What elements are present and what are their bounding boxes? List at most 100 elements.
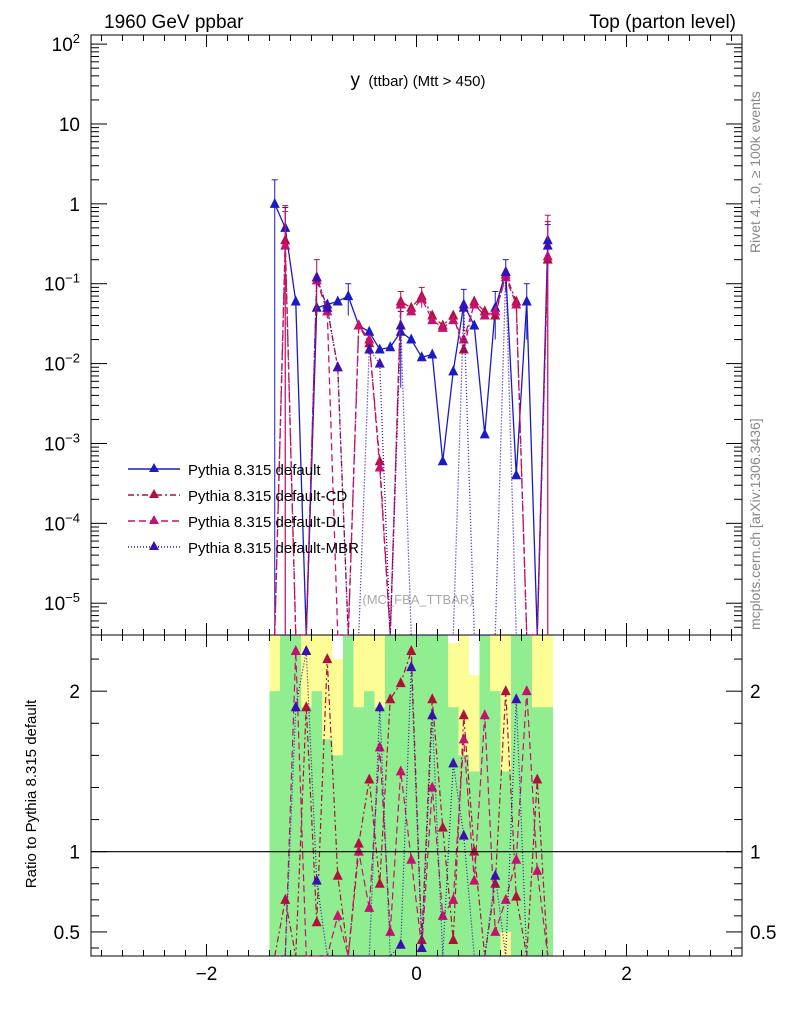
ratio-band-green: [343, 635, 354, 956]
ratio-tick-label-right: 2: [750, 682, 761, 703]
legend-marker: [149, 489, 159, 498]
ratio-point: [395, 677, 406, 688]
ratio-point: [311, 874, 322, 885]
legend-label: Pythia 8.315 default-MBR: [188, 540, 359, 557]
ratio-tick-label-right: 1: [750, 843, 761, 864]
ratio-band-green: [448, 707, 459, 956]
data-point: [364, 343, 375, 354]
data-point: [280, 239, 291, 250]
data-point: [458, 333, 469, 344]
ratio-band-green: [332, 755, 343, 956]
ratio-band-green: [385, 635, 396, 956]
y-tick-label: 10−3: [44, 430, 80, 455]
data-point: [364, 333, 375, 344]
ratio-series-layer: [274, 645, 549, 958]
ratio-point: [490, 925, 501, 936]
ratio-point: [448, 933, 459, 944]
ratio-point: [532, 773, 543, 784]
ratio-point: [469, 845, 480, 856]
data-point: [322, 301, 333, 312]
ratio-point: [395, 938, 406, 949]
ratio-band-green: [364, 691, 375, 956]
data-point: [406, 333, 417, 344]
ratio-tick-label: 0.5: [54, 923, 80, 944]
ratio-point: [448, 893, 459, 904]
ratio-point: [511, 693, 522, 704]
ratio-point: [374, 701, 385, 712]
header-right-title: Top (parton level): [589, 12, 736, 33]
data-point: [479, 309, 490, 320]
ratio-point: [427, 781, 438, 792]
ratio-band-green: [490, 691, 501, 956]
ratio-line: [274, 651, 549, 957]
legend-label: Pythia 8.315 default: [188, 462, 321, 479]
y-tick-label: 1: [69, 195, 80, 216]
ratio-tick-label-right: 0.5: [750, 923, 776, 944]
plot-title: y (ttbar) (Mtt > 450): [350, 70, 485, 91]
data-point: [521, 295, 532, 306]
ratio-point: [406, 661, 417, 672]
data-point: [427, 348, 438, 359]
ratio-point: [427, 709, 438, 720]
y-tick-label: 10−5: [44, 590, 80, 615]
legend-marker: [149, 463, 159, 472]
plot-title-rest: (ttbar) (Mtt > 450): [368, 73, 485, 90]
ratio-point: [511, 890, 522, 901]
ratio-point: [437, 909, 448, 920]
data-point: [437, 321, 448, 332]
ratio-point: [458, 733, 469, 744]
header-left-title: 1960 GeV ppbar: [104, 12, 244, 33]
ratio-band-green: [469, 771, 480, 956]
ratio-band-green: [542, 707, 553, 956]
ratio-tick-label: 2: [69, 682, 80, 703]
ratio-point: [364, 773, 375, 784]
ratio-point: [353, 837, 364, 848]
series-line: [274, 245, 549, 636]
ratio-point: [332, 869, 343, 880]
ratio-point: [290, 645, 301, 656]
ratio-band-green: [532, 707, 543, 956]
data-point: [269, 197, 280, 208]
legend-entry: Pythia 8.315 default-CD: [128, 488, 347, 505]
ratio-point: [511, 853, 522, 864]
ratio-point: [322, 653, 333, 664]
ratio-band-green: [301, 707, 312, 956]
ratio-point: [385, 925, 396, 936]
ratio-point: [374, 741, 385, 752]
ratio-point: [521, 685, 532, 696]
ratio-band-green: [280, 635, 291, 956]
ratio-tick-label: 1: [69, 843, 80, 864]
x-tick-label: −2: [196, 964, 218, 985]
ratio-point: [301, 701, 312, 712]
ratio-point: [406, 853, 417, 864]
ratio-point: [500, 685, 511, 696]
data-point: [542, 239, 553, 250]
ratio-point: [458, 709, 469, 720]
ratio-band-green: [353, 707, 364, 956]
ratio-band-green: [427, 635, 438, 956]
data-point: [290, 295, 301, 306]
ratio-point: [353, 845, 364, 856]
ratio-point: [437, 821, 448, 832]
ratio-point: [469, 874, 480, 885]
plot-title-main: y: [350, 70, 360, 91]
data-point: [490, 305, 501, 316]
legend-entry: Pythia 8.315 default: [128, 462, 321, 479]
data-point: [427, 314, 438, 325]
ratio-point: [448, 757, 459, 768]
x-tick-label: 0: [411, 964, 422, 985]
data-point: [332, 295, 343, 306]
data-point: [500, 266, 511, 277]
ratio-point: [280, 893, 291, 904]
ratio-point: [416, 933, 427, 944]
ratio-point: [479, 709, 490, 720]
ratio-point: [301, 645, 312, 656]
data-point: [385, 341, 396, 352]
ratio-band-green: [521, 635, 532, 956]
ratio-bands: [269, 635, 553, 956]
y-tick-label: 10−1: [44, 271, 80, 296]
ratio-point: [427, 693, 438, 704]
data-point: [437, 455, 448, 466]
ratio-point: [490, 869, 501, 880]
